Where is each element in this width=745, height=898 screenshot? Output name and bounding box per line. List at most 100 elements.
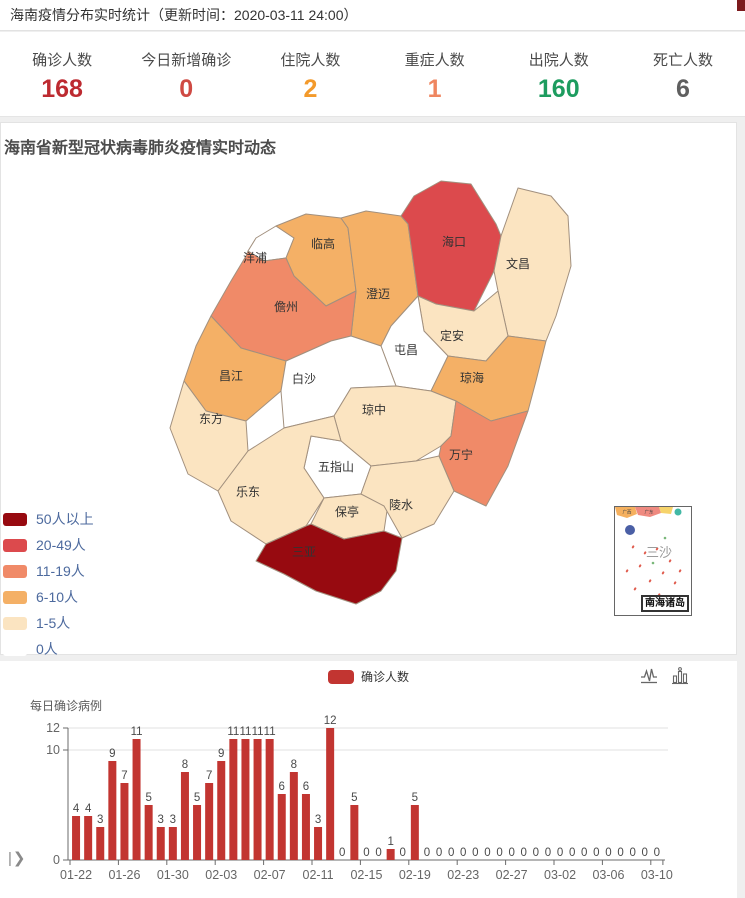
map-region-label: 五指山 [318, 459, 354, 474]
bar-value-label: 11 [239, 726, 251, 738]
stat-label: 今日新增确诊 [141, 52, 232, 69]
bar-value-label: 0 [472, 847, 478, 859]
bar-value-label: 0 [484, 847, 490, 859]
chart-toolbox [640, 667, 689, 685]
map-region-label: 澄迈 [366, 286, 390, 301]
x-tick-label: 02-23 [447, 868, 479, 882]
bar-value-label: 9 [109, 748, 115, 760]
chart-legend[interactable]: 确诊人数 [0, 668, 737, 685]
bar-02-05[interactable] [241, 739, 250, 860]
bar-01-28[interactable] [144, 805, 153, 860]
bar-02-03[interactable] [217, 761, 226, 860]
bar-value-label: 5 [145, 792, 151, 804]
x-tick-label: 02-15 [350, 868, 382, 882]
bar-01-26[interactable] [120, 783, 129, 860]
x-tick-label: 02-19 [399, 868, 431, 882]
stat-label: 出院人数 [528, 52, 589, 69]
bar-value-label: 9 [218, 748, 224, 760]
bar-value-label: 8 [182, 759, 188, 771]
x-tick-label: 03-10 [641, 868, 673, 882]
stat-deaths: 死亡人数 6 [621, 32, 745, 116]
bar-02-04[interactable] [229, 739, 238, 860]
bar-02-07[interactable] [265, 739, 274, 860]
bar-02-02[interactable] [205, 783, 214, 860]
map-region-三亚[interactable] [255, 523, 403, 605]
map-region-label: 文昌 [506, 256, 530, 271]
bar-value-label: 8 [291, 759, 297, 771]
legend-item[interactable]: 20-49人 [3, 532, 94, 558]
inset-caption: 南海诸岛 [641, 595, 689, 612]
x-tick-label: 02-07 [254, 868, 286, 882]
map-region-label: 临高 [311, 236, 335, 251]
bar-01-23[interactable] [84, 816, 93, 860]
bar-value-label: 0 [557, 847, 563, 859]
map-region-label: 儋州 [274, 300, 298, 314]
bar-02-06[interactable] [253, 739, 262, 860]
bar-01-31[interactable] [180, 772, 189, 860]
bar-02-19[interactable] [410, 805, 419, 860]
y-tick-label: 12 [46, 721, 60, 735]
bar-01-27[interactable] [132, 739, 141, 860]
bar-02-10[interactable] [301, 794, 310, 860]
bar-value-label: 11 [252, 726, 264, 738]
stat-value: 6 [675, 75, 690, 103]
bar-value-label: 7 [206, 770, 212, 782]
legend-label: 6-10人 [36, 589, 79, 605]
bar-value-label: 0 [508, 847, 514, 859]
legend-swatch [3, 616, 27, 630]
map-legend: 50人以上 20-49人 11-19人 6-10人 1-5人 0人 [3, 506, 94, 662]
stat-severe: 重症人数 1 [373, 32, 497, 116]
bar-02-01[interactable] [193, 805, 202, 860]
bar-value-label: 11 [227, 726, 239, 738]
bar-value-label: 6 [279, 781, 285, 793]
bar-02-14[interactable] [350, 805, 359, 860]
south-sea-inset: 广西 广东 三沙 南海诸岛 [614, 506, 692, 616]
map-title: 海南省新型冠状病毒肺炎疫情实时动态 [4, 140, 277, 157]
bar-value-label: 11 [131, 726, 143, 738]
bar-02-17[interactable] [386, 849, 395, 860]
bar-value-label: 0 [629, 847, 635, 859]
x-tick-label: 02-27 [496, 868, 528, 882]
stat-value: 1 [427, 75, 442, 103]
bar-value-label: 0 [617, 847, 623, 859]
bar-01-24[interactable] [96, 827, 105, 860]
line-chart-icon[interactable] [640, 667, 658, 685]
bar-02-11[interactable] [314, 827, 323, 860]
bar-value-label: 0 [605, 847, 611, 859]
stat-label: 确诊人数 [32, 52, 93, 69]
legend-item[interactable]: 50人以上 [3, 506, 94, 532]
bar-value-label: 11 [264, 726, 276, 738]
bar-value-label: 0 [581, 847, 587, 859]
bar-chart-icon[interactable] [671, 667, 689, 685]
legend-item[interactable]: 1-5人 [3, 610, 94, 636]
map-region-label: 乐东 [236, 485, 260, 499]
map-region-陵水[interactable] [360, 455, 455, 539]
legend-item[interactable]: 0人 [3, 636, 94, 662]
legend-item[interactable]: 11-19人 [3, 558, 94, 584]
map-region-文昌[interactable] [493, 187, 572, 342]
bar-value-label: 0 [521, 847, 527, 859]
bar-01-30[interactable] [168, 827, 177, 860]
bar-02-12[interactable] [326, 728, 335, 860]
bar-01-22[interactable] [72, 816, 81, 860]
bar-02-08[interactable] [277, 794, 286, 860]
bar-value-label: 0 [363, 847, 369, 859]
bar-02-09[interactable] [289, 772, 298, 860]
bar-01-25[interactable] [108, 761, 117, 860]
stat-hospitalized: 住院人数 2 [248, 32, 372, 116]
x-tick-label: 03-02 [544, 868, 576, 882]
legend-item[interactable]: 6-10人 [3, 584, 94, 610]
legend-swatch [3, 538, 27, 552]
stat-value: 168 [41, 75, 83, 103]
stat-value: 0 [179, 75, 194, 103]
map-region-label: 陵水 [389, 498, 413, 512]
chart-legend-swatch [327, 669, 354, 684]
bar-value-label: 0 [448, 847, 454, 859]
map-region-乐东[interactable] [217, 415, 342, 545]
datazoom-expand-icon[interactable]: |❯ [8, 850, 27, 867]
bar-01-29[interactable] [156, 827, 165, 860]
map-region-label: 昌江 [219, 369, 243, 383]
map-card: 海南省新型冠状病毒肺炎疫情实时动态 洋浦 临高 澄迈 海口 文昌 儋州 定安 屯昌 琼海 昌江 白沙… [0, 122, 737, 657]
stat-label: 住院人数 [280, 52, 341, 69]
